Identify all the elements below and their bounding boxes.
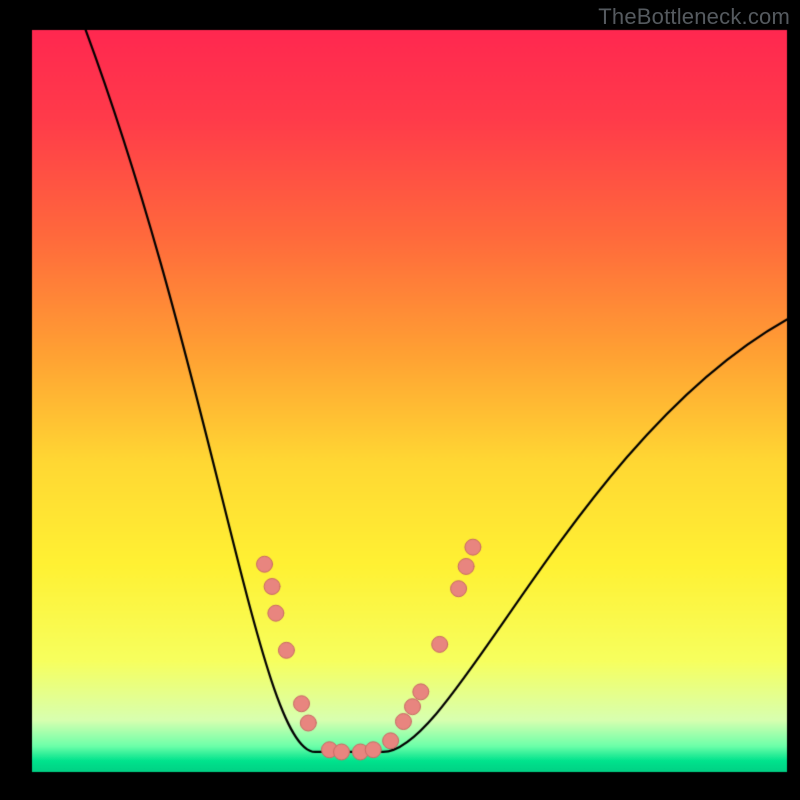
chart-container: { "canvas": { "width": 800, "height": 80… — [0, 0, 800, 800]
bottleneck-curve-chart — [0, 0, 800, 800]
